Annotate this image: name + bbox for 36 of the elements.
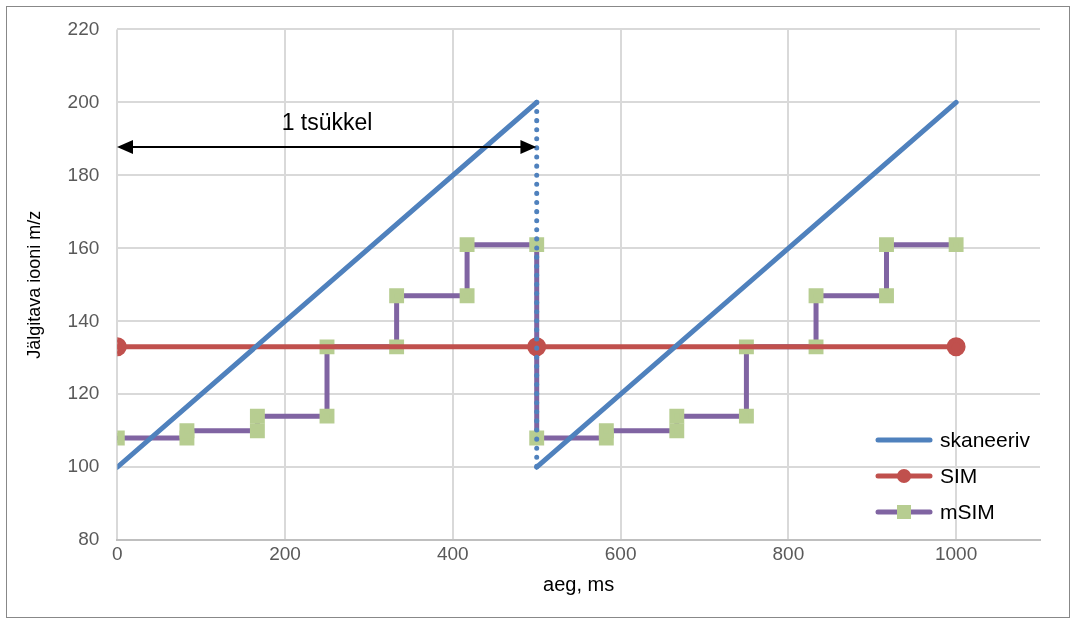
- point: [946, 337, 966, 357]
- y-tick-label: 160: [67, 236, 100, 258]
- y-tick-label: 120: [67, 382, 100, 404]
- x-tick-label: 600: [604, 542, 637, 564]
- point: [598, 423, 614, 439]
- x-axis-title: aeg, ms: [543, 572, 615, 595]
- point: [948, 237, 964, 253]
- legend-label: SIM: [940, 464, 978, 489]
- x-tick-label: 400: [436, 542, 469, 564]
- y-tick-label: 140: [67, 309, 100, 331]
- x-tick-label: 1000: [934, 542, 978, 564]
- point: [459, 237, 475, 253]
- point: [669, 423, 685, 439]
- x-tick-label: 200: [269, 542, 301, 564]
- point: [179, 423, 195, 439]
- y-tick-label: 100: [67, 455, 100, 477]
- y-axis-title: Jälgitava iooni m/z: [23, 210, 44, 359]
- point: [738, 408, 754, 424]
- point: [249, 408, 265, 424]
- annotation: 1 tsükkel: [281, 109, 373, 136]
- point: [879, 237, 894, 253]
- legend-label: skaneeriv: [940, 428, 1030, 453]
- x-tick-label: 0: [112, 542, 123, 564]
- point: [389, 288, 405, 304]
- point: [669, 408, 685, 424]
- y-tick-label: 200: [67, 90, 100, 112]
- y-tick-label: 180: [67, 163, 100, 185]
- point: [249, 423, 265, 439]
- x-tick-label: 800: [772, 542, 805, 564]
- point: [319, 408, 335, 424]
- point: [879, 288, 894, 304]
- point: [808, 288, 824, 304]
- y-tick-label: 80: [78, 528, 100, 550]
- y-tick-label: 220: [67, 17, 100, 39]
- point: [459, 288, 475, 304]
- legend-label: mSIM: [940, 500, 995, 525]
